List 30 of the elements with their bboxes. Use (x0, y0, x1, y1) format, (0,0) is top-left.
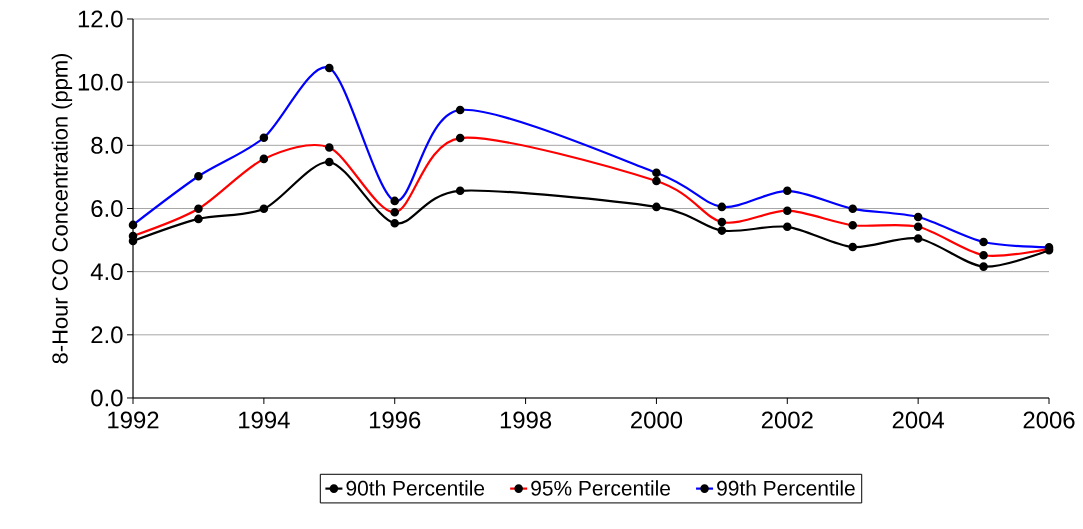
y-axis-title: 8-Hour CO Concentration (ppm) (51, 53, 73, 364)
x-tick-label: 2002 (761, 411, 813, 429)
y-tick-label: 2.0 (91, 326, 123, 344)
point (194, 214, 203, 224)
point (979, 262, 988, 271)
y-tick-label: 8.0 (91, 136, 123, 154)
point (913, 234, 923, 243)
legend-label: 99th Percentile (717, 480, 855, 496)
y-tick-label: 0.0 (91, 389, 123, 407)
x-tick-label: 1998 (500, 411, 552, 429)
point (259, 204, 269, 214)
point (783, 222, 792, 232)
y-tick-label: 12.0 (78, 10, 123, 28)
y-tick-label: 4.0 (90, 263, 123, 281)
x-tick-label: 1994 (239, 411, 290, 429)
legend-label: 95% Percentile (531, 480, 670, 496)
point (455, 186, 465, 196)
point (848, 242, 858, 252)
x-tick-label: 1996 (369, 411, 421, 429)
point (652, 202, 661, 212)
point (717, 226, 727, 235)
point (325, 157, 334, 167)
legend-label: 90th Percentile (346, 480, 485, 496)
x-tick-label: 2006 (1023, 411, 1075, 429)
point (390, 219, 400, 228)
x-tick-label: 2004 (892, 411, 945, 429)
x-tick-label: 1992 (108, 411, 159, 429)
y-tick-label: 6.0 (91, 200, 123, 217)
y-tick-label: 10.0 (78, 73, 123, 91)
x-tick-label: 2000 (631, 411, 683, 429)
